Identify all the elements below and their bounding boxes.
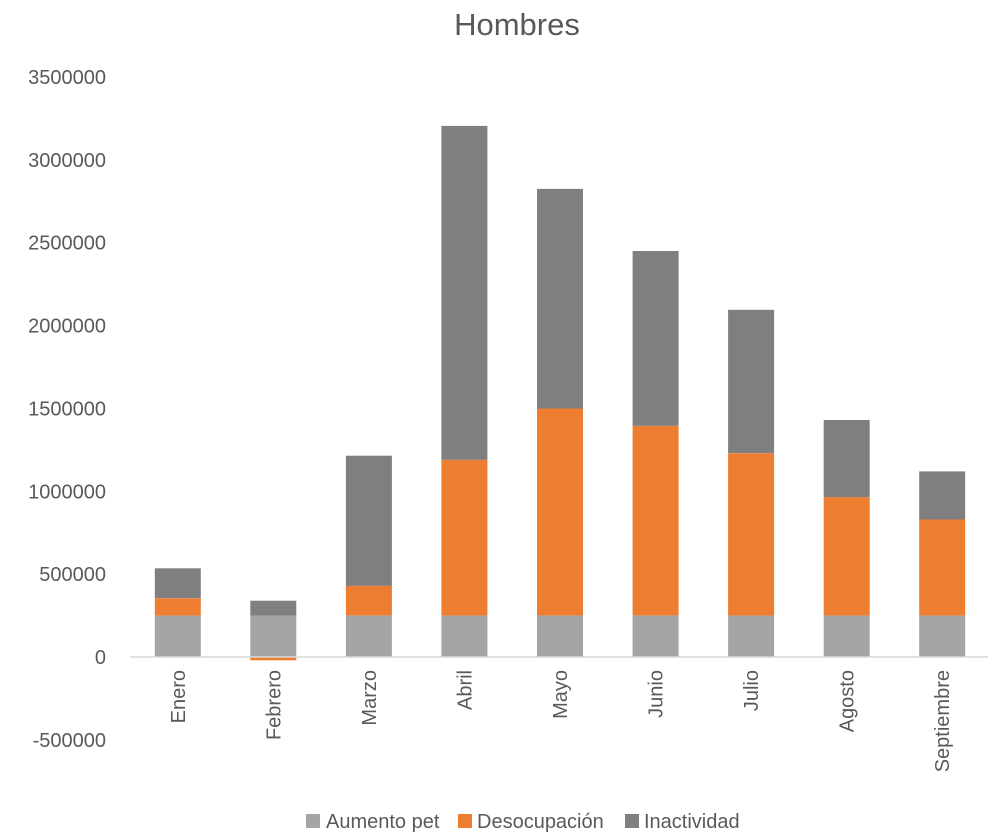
y-tick-label: -500000	[33, 730, 106, 752]
x-tick-label: Enero	[168, 670, 190, 723]
legend-label: Inactividad	[644, 811, 740, 833]
y-tick-label: 3500000	[28, 67, 106, 89]
legend-label: Desocupación	[477, 811, 604, 833]
bar-desocupacion-agosto	[823, 497, 870, 616]
y-tick-label: 1500000	[28, 398, 106, 420]
bar-inactividad-febrero	[250, 600, 297, 616]
bar-desocupacion-junio	[632, 425, 679, 616]
bar-aumento-pet-abril	[441, 615, 488, 657]
bar-inactividad-marzo	[345, 455, 392, 586]
bar-aumento-pet-agosto	[823, 615, 870, 657]
x-tick-label: Febrero	[263, 670, 285, 740]
bars-group	[154, 125, 966, 661]
bar-aumento-pet-junio	[632, 615, 679, 657]
y-tick-label: 3000000	[28, 150, 106, 172]
bar-aumento-pet-marzo	[345, 615, 392, 657]
bar-aumento-pet-julio	[728, 615, 775, 657]
x-axis-tick-labels: Enero Febrero Marzo Abril Mayo Junio Julio Agos…	[168, 670, 954, 772]
legend-label: Aumento pet	[326, 811, 440, 833]
bar-inactividad-abril	[441, 125, 488, 460]
bar-desocupacion-julio	[728, 453, 775, 616]
bar-desocupacion-marzo	[345, 585, 392, 616]
legend-swatch	[458, 814, 472, 828]
y-tick-label: 500000	[39, 564, 106, 586]
bar-desocupacion-febrero	[250, 657, 297, 661]
bar-inactividad-enero	[154, 568, 201, 599]
y-tick-label: 1000000	[28, 481, 106, 503]
bar-aumento-pet-febrero	[250, 615, 297, 657]
bar-desocupacion-septiembre	[919, 519, 966, 616]
legend-swatch	[306, 814, 320, 828]
chart-title: Hombres	[454, 7, 580, 42]
legend: Aumento pet Desocupación Inactividad	[306, 811, 740, 833]
x-tick-label: Abril	[454, 670, 476, 710]
bar-inactividad-julio	[728, 309, 775, 454]
bar-desocupacion-mayo	[537, 408, 583, 616]
bar-inactividad-mayo	[537, 188, 583, 409]
bar-inactividad-agosto	[823, 420, 870, 498]
x-tick-label: Septiembre	[932, 670, 954, 772]
y-tick-label: 0	[95, 647, 106, 669]
bar-inactividad-junio	[632, 251, 679, 426]
bar-aumento-pet-mayo	[537, 615, 583, 657]
x-tick-label: Junio	[646, 670, 668, 718]
bar-aumento-pet-septiembre	[919, 615, 966, 657]
y-axis-tick-labels: -500000 0 500000 1000000 1500000 2000000 25000…	[28, 67, 106, 752]
bar-aumento-pet-enero	[154, 615, 201, 657]
bar-desocupacion-enero	[154, 598, 201, 616]
y-tick-label: 2500000	[28, 233, 106, 255]
y-tick-label: 2000000	[28, 316, 106, 338]
bar-desocupacion-abril	[441, 459, 488, 616]
x-tick-label: Mayo	[550, 670, 572, 719]
x-tick-label: Agosto	[837, 670, 859, 732]
bar-inactividad-septiembre	[919, 471, 966, 520]
legend-swatch	[625, 814, 639, 828]
x-tick-label: Marzo	[359, 670, 381, 726]
x-tick-label: Julio	[741, 670, 763, 711]
